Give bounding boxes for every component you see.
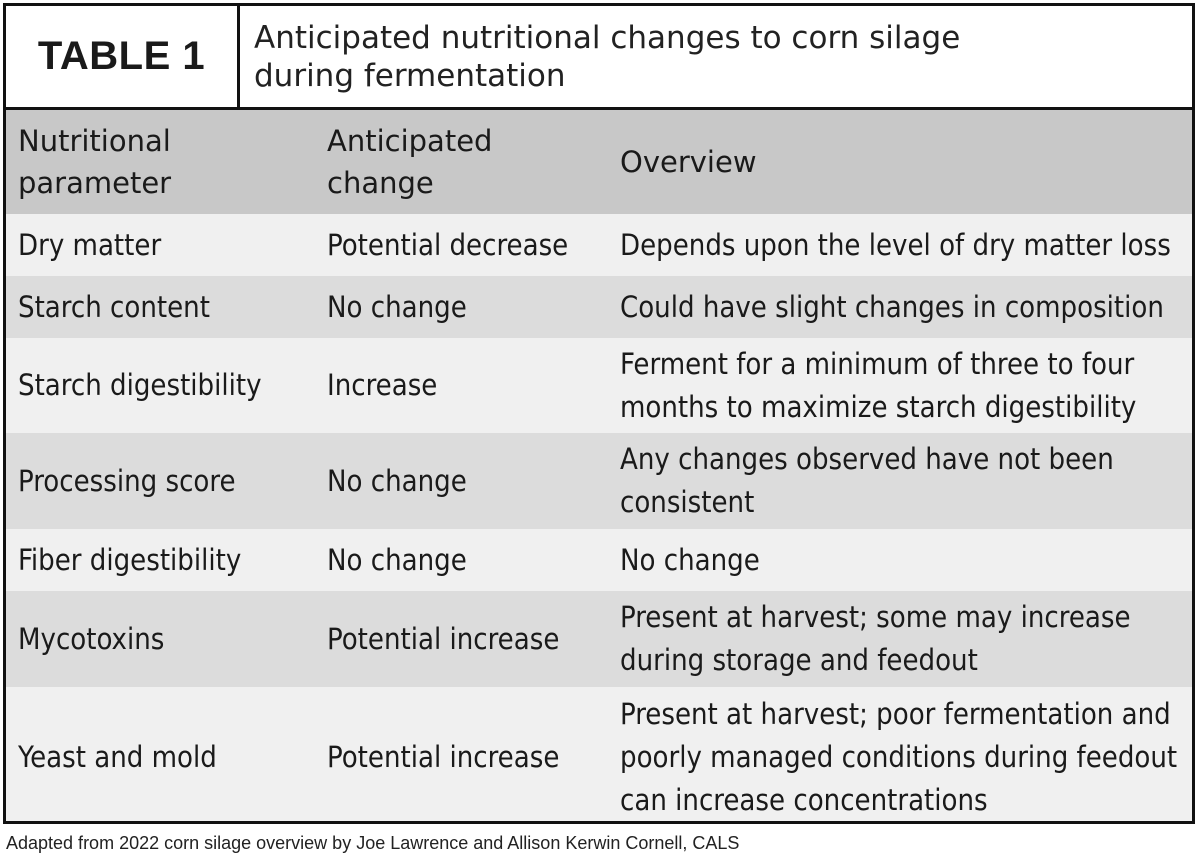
table-title-box: Anticipated nutritional changes to corn … [240, 6, 1192, 107]
table-title: Anticipated nutritional changes to corn … [254, 19, 961, 94]
source-note: Adapted from 2022 corn silage overview b… [6, 833, 740, 853]
cell-parameter: Mycotoxins [6, 591, 315, 687]
data-table: Nutritional parameter Anticipated change… [6, 110, 1192, 821]
cell-overview: Present at harvest; poor fermentation an… [608, 687, 1192, 821]
cell-change: Increase [315, 338, 608, 433]
cell-parameter: Processing score [6, 433, 315, 529]
cell-overview: Could have slight changes in composition [608, 276, 1192, 338]
table-frame: TABLE 1 Anticipated nutritional changes … [3, 3, 1195, 824]
table-row: Yeast and mold Potential increase Presen… [6, 687, 1192, 821]
cell-change: No change [315, 276, 608, 338]
cell-change: No change [315, 433, 608, 529]
cell-parameter: Yeast and mold [6, 687, 315, 821]
cell-overview: Present at harvest; some may increase du… [608, 591, 1192, 687]
cell-change: Potential increase [315, 591, 608, 687]
cell-parameter: Starch digestibility [6, 338, 315, 433]
table-row: Dry matter Potential decrease Depends up… [6, 214, 1192, 276]
cell-change: Potential decrease [315, 214, 608, 276]
cell-parameter: Dry matter [6, 214, 315, 276]
column-header-row: Nutritional parameter Anticipated change… [6, 110, 1192, 214]
column-header-parameter: Nutritional parameter [6, 110, 315, 214]
cell-change: No change [315, 529, 608, 591]
table-row: Starch digestibility Increase Ferment fo… [6, 338, 1192, 433]
table-header: TABLE 1 Anticipated nutritional changes … [6, 6, 1192, 110]
table-row: Processing score No change Any changes o… [6, 433, 1192, 529]
column-header-change: Anticipated change [315, 110, 608, 214]
table-row: Mycotoxins Potential increase Present at… [6, 591, 1192, 687]
cell-overview: No change [608, 529, 1192, 591]
table-row: Fiber digestibility No change No change [6, 529, 1192, 591]
cell-parameter: Starch content [6, 276, 315, 338]
table-label: TABLE 1 [6, 6, 240, 107]
column-header-overview: Overview [608, 110, 1192, 214]
cell-parameter: Fiber digestibility [6, 529, 315, 591]
cell-overview: Ferment for a minimum of three to four m… [608, 338, 1192, 433]
cell-overview: Any changes observed have not been consi… [608, 433, 1192, 529]
table-row: Starch content No change Could have slig… [6, 276, 1192, 338]
cell-change: Potential increase [315, 687, 608, 821]
cell-overview: Depends upon the level of dry matter los… [608, 214, 1192, 276]
